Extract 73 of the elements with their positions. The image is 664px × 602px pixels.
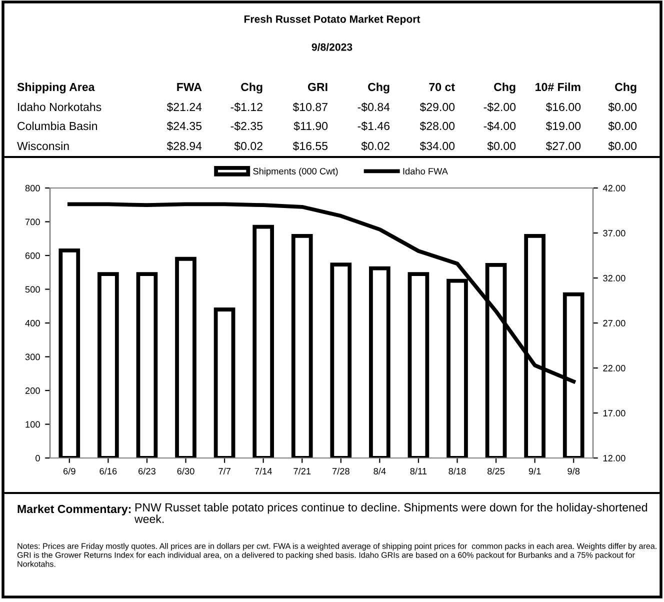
text: 70 ct [429, 82, 455, 92]
chart-title: Fresh Russet Potato Market Report [244, 15, 420, 25]
x-tick-label: 7/7 [218, 468, 230, 474]
x-tick-label: 9/8 [568, 468, 580, 474]
y-tick-label: 100 [26, 421, 40, 428]
text: $10.87 [292, 102, 328, 112]
text: Chg [241, 82, 262, 94]
y-tick-label: 0 [36, 454, 40, 462]
x-tick-label: 8/11 [410, 468, 427, 474]
y-tick-label: 300 [25, 354, 40, 360]
y2-tick-label: 12.00 [603, 454, 626, 462]
y-tick-label: 600 [25, 252, 40, 259]
y-tick-label: 700 [25, 218, 40, 226]
x-tick-label: 8/25 [488, 468, 505, 474]
y2-tick-label: 32.00 [603, 274, 626, 282]
y-tick-label: 800 [25, 184, 40, 192]
text: -$1.46 [358, 121, 390, 131]
text: $11.90 [294, 121, 328, 131]
text: -$1.12 [230, 102, 262, 112]
text: -$4.00 [484, 121, 516, 131]
text: $0.00 [487, 141, 516, 151]
text: 10# Film [536, 82, 580, 92]
text: $29.00 [420, 102, 455, 112]
text: $0.02 [234, 141, 262, 151]
chart-subtitle: 9/8/2023 [312, 43, 352, 51]
text: $28.94 [166, 141, 202, 151]
text: GRI [308, 82, 328, 92]
text: $27.00 [546, 141, 581, 151]
x-tick-label: 6/16 [100, 468, 117, 474]
text: $28.00 [420, 121, 455, 131]
y2-tick-label: 27.00 [603, 320, 626, 326]
y-tick-label: 400 [25, 320, 40, 326]
text: Market Commentary: [18, 504, 131, 516]
text: $0.02 [361, 141, 390, 151]
x-tick-label: 7/21 [294, 468, 311, 474]
text: $19.00 [546, 121, 581, 131]
text: $16.00 [546, 102, 581, 112]
text: Chg [615, 82, 636, 94]
x-tick-label: 7/28 [332, 468, 350, 474]
text: Chg [368, 82, 390, 94]
text: -$2.00 [484, 102, 516, 112]
x-tick-label: 8/4 [374, 468, 386, 474]
text: $0.00 [608, 141, 637, 151]
y-tick-label: 200 [25, 387, 40, 394]
text: PNW Russet table potato prices continue to decline. Shipments were down for the holiday-shortened week. [134, 503, 648, 524]
text: $21.24 [166, 102, 202, 112]
x-tick-label: 8/18 [448, 468, 466, 474]
text: -$2.35 [230, 121, 263, 131]
x-tick-label: 6/9 [63, 468, 76, 474]
x-tick-label: 6/30 [177, 468, 194, 474]
text: $0.00 [608, 102, 637, 112]
x-tick-label: 6/23 [138, 468, 156, 474]
y2-tick-label: 22.00 [603, 364, 626, 372]
legend-label: Idaho FWA [403, 168, 448, 174]
y2-tick-label: 17.00 [603, 410, 626, 416]
x-tick-label: 9/1 [528, 468, 541, 474]
text: Notes: Prices are Friday mostly quotes. All prices are in dollars per cwt. FWA is a weighted average of shipping point prices for common packs in each area. Weights differ by area. GRI is the Grower Returns Index for each individual area, on a delivered to packing shed basis. Idaho GRIs are based on a 60% packout for Burbanks and a 75% packout for Norkotahs. [17, 543, 656, 567]
legend-label: Shipments (000 Cwt) [253, 168, 338, 176]
text: Shipping Area [17, 82, 95, 94]
text: Wisconsin [17, 142, 69, 150]
text: $34.00 [420, 141, 455, 151]
y-tick-label: 500 [25, 286, 40, 293]
text: Columbia Basin [18, 122, 97, 130]
text: $24.35 [166, 121, 202, 131]
x-tick-label: 7/14 [254, 468, 272, 474]
text: Idaho Norkotahs [18, 102, 102, 112]
y2-tick-label: 37.00 [603, 230, 626, 236]
text: $0.00 [608, 121, 637, 131]
text: Chg [494, 82, 516, 94]
text: FWA [177, 83, 202, 91]
text: $16.55 [292, 141, 328, 151]
y2-tick-label: 42.00 [602, 184, 626, 192]
text: -$0.84 [358, 102, 390, 112]
